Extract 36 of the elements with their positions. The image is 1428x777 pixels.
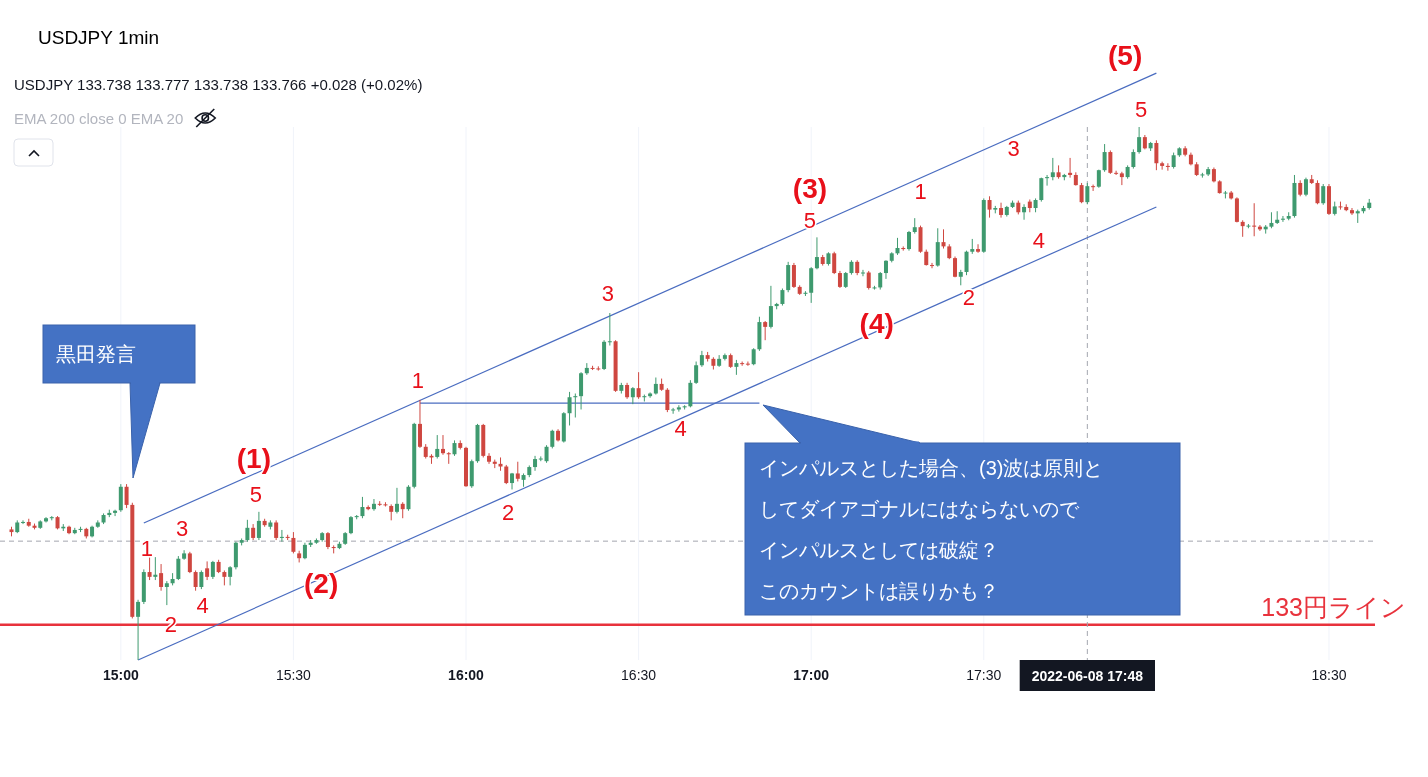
annotation: インパルスとした場合、(3)波は原則と [759, 457, 1104, 479]
x-tick-label: 16:00 [448, 667, 485, 683]
x-tick-label: 16:30 [621, 667, 657, 683]
x-tick-label: 17:30 [966, 667, 1002, 683]
annotation: 5 [249, 482, 263, 508]
chart-subtitle: USDJPY 133.738 133.777 133.738 133.766 +0.028 (+0.02%) [14, 76, 423, 93]
annotation: してダイアゴナルにはならないので [759, 498, 1080, 520]
x-tick-label: 18:30 [1311, 667, 1347, 683]
annotation: 1 [914, 178, 927, 204]
x-tick-label: 15:30 [275, 667, 312, 683]
annotation: 4 [1032, 227, 1045, 253]
annotation: 2 [501, 499, 515, 525]
annotation: 4 [674, 415, 687, 441]
x-tick-label: 17:00 [793, 667, 830, 683]
ref-line-label: 133円ライン [1261, 592, 1406, 621]
annotation: インパルスとしては破綻？ [759, 539, 999, 561]
annotation: 3 [601, 280, 614, 306]
annotation: 4 [196, 593, 209, 619]
annotation: 2 [962, 284, 975, 310]
annotation: (2) [304, 567, 339, 599]
annotation: 3 [1007, 136, 1020, 162]
annotation: (1) [236, 443, 272, 475]
annotation: (3) [792, 172, 828, 204]
annotation: (5) [1108, 39, 1143, 71]
annotation: 5 [803, 207, 817, 233]
ref-line-label: 2022-06-08 17:48 [1031, 668, 1144, 684]
annotation: (4) [859, 308, 894, 340]
x-tick-label: 15:00 [102, 667, 139, 683]
annotation: 3 [175, 515, 189, 541]
annotation: 1 [140, 535, 153, 561]
annotation: EMA 200 close 0 EMA 20 [14, 110, 184, 127]
annotation: 黒田発言 [56, 343, 136, 365]
annotation: 5 [1135, 96, 1148, 122]
chart-title: USDJPY 1min [38, 27, 160, 48]
annotation: 1 [411, 368, 425, 394]
annotation: このカウントは誤りかも？ [759, 580, 999, 602]
